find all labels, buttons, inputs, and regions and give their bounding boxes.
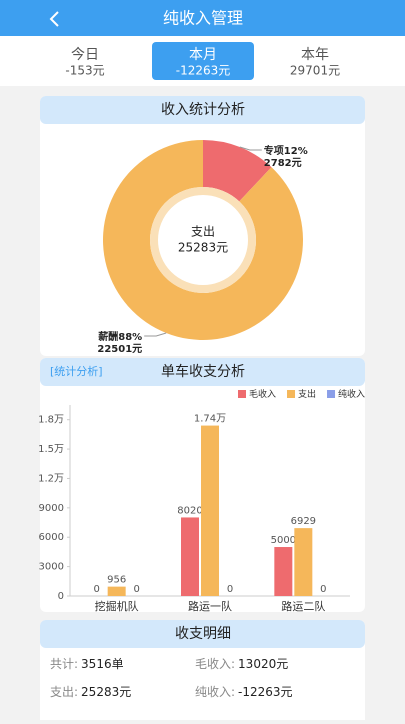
legend-label: 纯收入 xyxy=(338,388,365,400)
donut-slice xyxy=(203,140,272,202)
y-tick-label: 0 xyxy=(58,591,64,602)
data-label: 0 xyxy=(93,584,99,595)
bar xyxy=(274,547,293,596)
y-tick-label: 1.8万 xyxy=(38,415,64,426)
data-label: 1.74万 xyxy=(194,414,226,425)
bar xyxy=(107,586,126,596)
tab-label[interactable]: 今日 xyxy=(71,47,99,63)
summary-item: 支出: 25283元 xyxy=(50,685,131,699)
slice-amount: 2782元 xyxy=(264,157,302,169)
legend-label: 毛收入 xyxy=(249,388,276,400)
back-button[interactable] xyxy=(49,11,59,27)
bar xyxy=(294,528,313,596)
summary-value: 3516单 xyxy=(81,657,124,671)
legend-swatch xyxy=(327,390,336,398)
slice-name: 薪酬 xyxy=(98,330,118,343)
slice-label: 薪酬88% xyxy=(98,330,142,343)
y-tick-label: 1.5万 xyxy=(38,444,64,455)
leader-line xyxy=(239,146,262,151)
summary-value: -12263元 xyxy=(238,685,293,699)
data-label: 0 xyxy=(320,584,326,595)
card-title: 单车收支分析 xyxy=(161,363,245,380)
tab-value: -153元 xyxy=(65,64,104,78)
slice-percent: 12% xyxy=(284,146,308,157)
tag[interactable]: [统计分析] xyxy=(50,364,103,378)
data-label: 956 xyxy=(107,575,126,586)
leader-line xyxy=(144,332,167,337)
y-tick-label: 3000 xyxy=(39,562,64,573)
card-header xyxy=(40,358,365,386)
y-tick-label: 6000 xyxy=(39,532,64,543)
summary-value: 13020元 xyxy=(238,657,288,671)
bar xyxy=(181,517,199,596)
card-header xyxy=(40,96,365,124)
card-header xyxy=(40,620,365,648)
x-tick-label: 挖掘机队 xyxy=(95,599,139,613)
slice-amount: 22501元 xyxy=(97,343,142,355)
data-label: 6929 xyxy=(291,516,316,527)
slice-name: 专项 xyxy=(264,144,284,157)
tab-label[interactable]: 本月 xyxy=(189,47,217,63)
card-title: 收支明细 xyxy=(175,626,231,642)
page-title: 纯收入管理 xyxy=(163,9,243,28)
legend-swatch xyxy=(287,390,296,398)
legend-swatch xyxy=(238,390,246,398)
tab-label[interactable]: 本年 xyxy=(301,47,329,63)
summary-value: 25283元 xyxy=(81,685,131,699)
data-label: 0 xyxy=(133,584,139,595)
bar xyxy=(201,425,219,596)
slice-percent: 88% xyxy=(118,332,142,343)
donut-inner-ring xyxy=(150,187,256,293)
summary-item: 共计: 3516单 xyxy=(50,657,124,671)
x-tick-label: 路运二队 xyxy=(281,599,325,613)
donut-slice xyxy=(102,140,304,341)
data-label: 5000 xyxy=(271,535,296,546)
app-bar xyxy=(0,0,405,36)
y-tick-label: 1.2万 xyxy=(38,473,64,484)
tab-value: -12263元 xyxy=(176,64,231,78)
summary-label: 纯收入: xyxy=(195,685,235,699)
summary-item: 毛收入: 13020元 xyxy=(195,657,288,671)
card-title: 收入统计分析 xyxy=(161,102,245,118)
center-label: 支出 xyxy=(191,225,215,239)
legend-label: 支出 xyxy=(298,388,316,400)
summary-label: 共计: xyxy=(50,657,78,671)
tab-value: 29701元 xyxy=(290,64,340,78)
slice-label: 专项12% xyxy=(264,144,308,157)
tab-active[interactable] xyxy=(152,42,254,80)
center-value: 25283元 xyxy=(178,241,228,255)
x-tick-label: 路运一队 xyxy=(188,599,232,613)
y-tick-label: 9000 xyxy=(39,503,64,514)
summary-item: 纯收入: -12263元 xyxy=(195,685,293,699)
summary-label: 支出: xyxy=(50,685,78,699)
summary-label: 毛收入: xyxy=(195,657,235,671)
data-label: 8020 xyxy=(177,505,202,516)
data-label: 0 xyxy=(227,584,233,595)
